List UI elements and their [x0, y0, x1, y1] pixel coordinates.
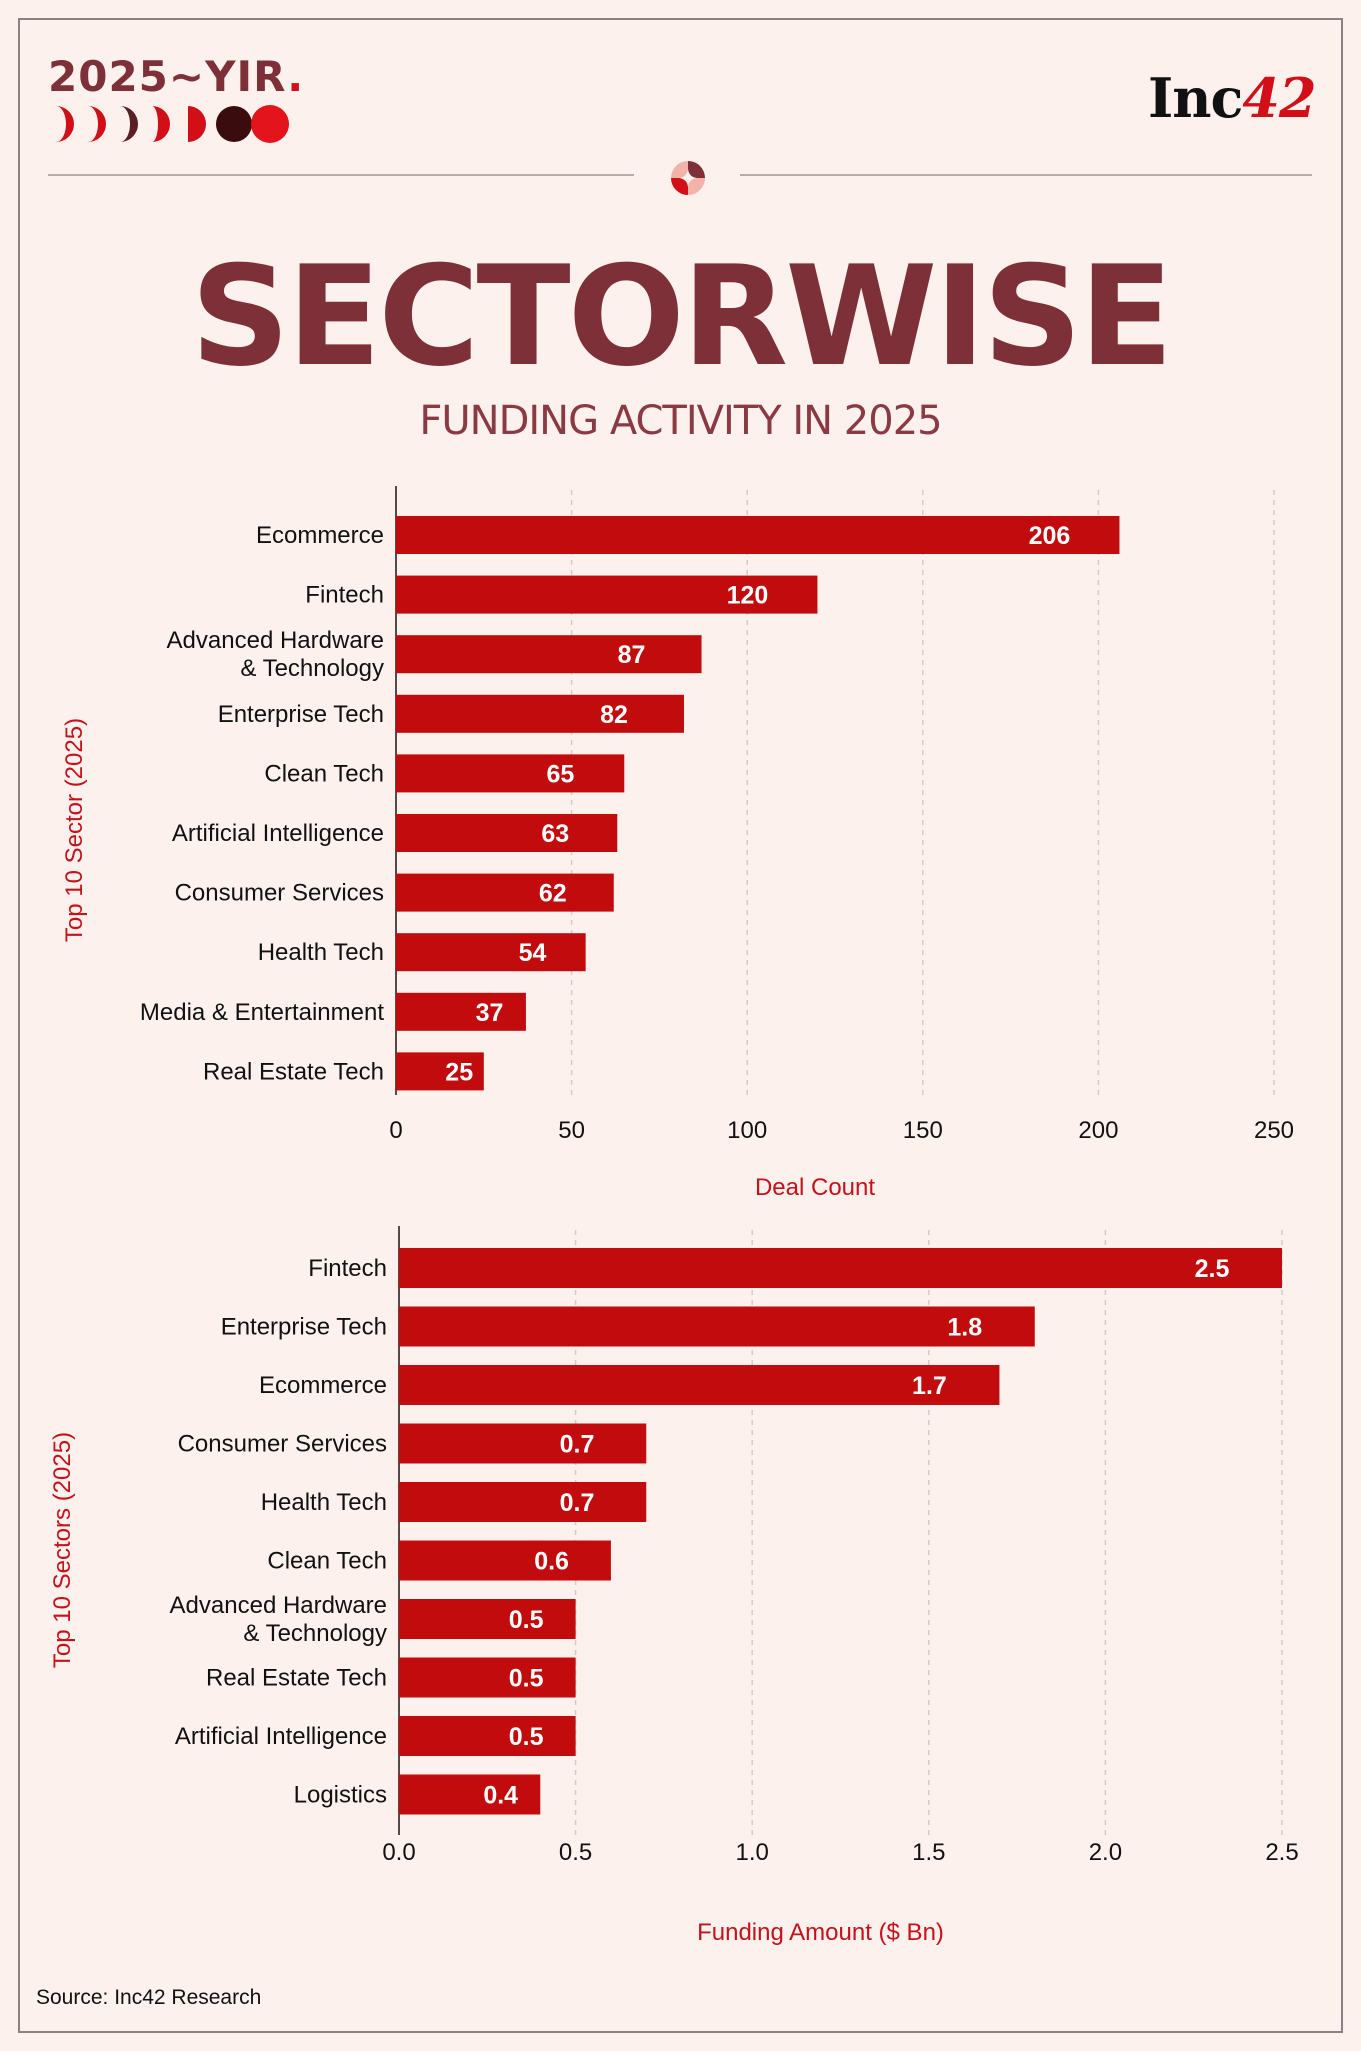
category-label: Fintech: [305, 582, 384, 609]
bar-value-label: 0.5: [509, 1723, 544, 1751]
y-axis-title: Top 10 Sectors (2025): [49, 1432, 76, 1668]
bar: [396, 992, 526, 1031]
bar: [399, 1482, 647, 1522]
bar-value-label: 120: [727, 582, 769, 610]
half-moon-red-icon: [188, 106, 206, 142]
bar: [399, 1774, 541, 1815]
x-tick-label: 0.5: [559, 1839, 592, 1866]
x-tick-label: 200: [1078, 1117, 1118, 1144]
bar: [396, 814, 618, 852]
category-label: Enterprise Tech: [221, 1314, 387, 1341]
bar: [396, 516, 1120, 554]
x-tick-label: 2.0: [1089, 1839, 1122, 1866]
bar-value-label: 206: [1029, 522, 1071, 550]
category-label: Real Estate Tech: [206, 1665, 387, 1692]
x-axis-title: Funding Amount ($ Bn): [697, 1919, 944, 1946]
half-moon-red-icon: [88, 106, 106, 142]
category-label: Clean Tech: [267, 1548, 387, 1575]
bar: [399, 1423, 647, 1464]
bar: [396, 635, 702, 674]
bar-value-label: 0.5: [509, 1665, 544, 1693]
bar: [399, 1657, 576, 1698]
bar-value-label: 82: [600, 701, 628, 729]
category-label: Artificial Intelligence: [175, 1723, 387, 1750]
divider-right: [740, 174, 1312, 176]
x-tick-label: 250: [1254, 1117, 1294, 1144]
bar-value-label: 0.6: [534, 1548, 569, 1576]
bar: [399, 1306, 1035, 1347]
bar-value-label: 2.5: [1195, 1255, 1230, 1283]
funding-amount-chart: 0.0 0.5 1.0 1.5 2.0 2.5 2.5 Fintech 1.8 Enterpris…: [49, 1226, 1299, 1946]
bar-value-label: 1.7: [912, 1372, 947, 1400]
bar-value-label: 63: [541, 820, 569, 848]
category-label: Real Estate Tech: [203, 1058, 384, 1085]
bar-value-label: 0.4: [483, 1782, 518, 1810]
x-tick-label: 2.5: [1265, 1839, 1298, 1866]
bar: [399, 1248, 1282, 1288]
bar: [396, 873, 614, 912]
moon-phase-icons: [56, 105, 289, 143]
category-label: Consumer Services: [178, 1431, 387, 1458]
bar-value-label: 0.7: [560, 1431, 595, 1459]
bar-value-label: 0.7: [560, 1489, 595, 1517]
category-label: Advanced Hardware & Technology: [167, 627, 384, 682]
x-tick-label: 0.0: [382, 1839, 415, 1866]
x-tick-label: 150: [903, 1117, 943, 1144]
bar: [396, 1052, 484, 1091]
bar-value-label: 87: [618, 641, 646, 669]
bar-value-label: 37: [476, 999, 504, 1027]
category-label: Advanced Hardware & Technology: [170, 1592, 387, 1647]
circle-red-icon: [251, 105, 289, 143]
deal-count-chart: 0 50 100 150 200 250 206 Ecommerce 120 Fintech 87 A…: [61, 486, 1294, 1201]
bar: [399, 1365, 1000, 1405]
bar-value-label: 54: [519, 939, 547, 967]
moon-dark-icon: [216, 106, 252, 142]
yir-badge: 2025~YIR.: [48, 52, 305, 101]
category-label: Logistics: [294, 1782, 387, 1809]
divider-left: [48, 174, 634, 176]
category-label: Consumer Services: [175, 880, 384, 907]
category-label: Enterprise Tech: [218, 701, 384, 728]
half-moon-red-icon: [56, 106, 74, 142]
half-moon-red-icon: [152, 106, 170, 142]
category-label: Health Tech: [258, 939, 384, 966]
x-tick-label: 100: [727, 1117, 767, 1144]
bar-value-label: 0.5: [509, 1606, 544, 1634]
bar: [399, 1716, 576, 1756]
x-tick-label: 0: [389, 1117, 402, 1144]
x-tick-label: 1.5: [912, 1839, 945, 1866]
bar: [396, 754, 625, 793]
page-subtitle: FUNDING ACTIVITY IN 2025: [419, 398, 942, 444]
source-note: Source: Inc42 Research: [36, 1986, 262, 2009]
category-label: Health Tech: [261, 1489, 387, 1516]
bar: [399, 1540, 611, 1581]
bar-value-label: 65: [546, 760, 574, 788]
page-frame: [18, 18, 1343, 2033]
x-tick-label: 1.0: [736, 1839, 769, 1866]
x-axis-title: Deal Count: [755, 1174, 875, 1201]
half-moon-dark-icon: [120, 106, 138, 142]
y-axis-title: Top 10 Sector (2025): [61, 718, 88, 942]
bar: [396, 694, 684, 733]
bar: [396, 575, 818, 614]
bar: [396, 933, 586, 972]
page-title: SECTORWISE: [190, 236, 1174, 397]
sparkle-ornament-icon: [671, 161, 705, 195]
bar-value-label: 1.8: [947, 1314, 982, 1342]
category-label: Ecommerce: [259, 1372, 387, 1399]
bar-value-label: 62: [539, 880, 567, 908]
inc42-logo: Inc42: [1148, 66, 1317, 130]
x-tick-label: 50: [558, 1117, 585, 1144]
category-label: Fintech: [308, 1255, 387, 1282]
category-label: Clean Tech: [264, 760, 384, 787]
category-label: Media & Entertainment: [140, 999, 384, 1026]
category-label: Ecommerce: [256, 522, 384, 549]
category-label: Artificial Intelligence: [172, 820, 384, 847]
bar: [399, 1599, 576, 1639]
bar-value-label: 25: [445, 1058, 473, 1086]
